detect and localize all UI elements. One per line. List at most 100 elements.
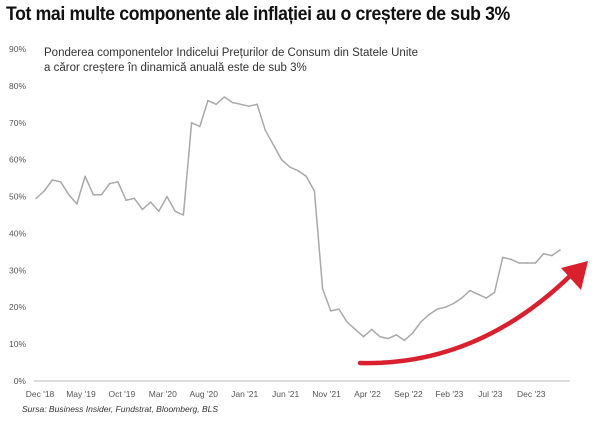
chart-subtitle: Ponderea componentelor Indicelui Prețuri… <box>44 47 418 74</box>
data-point <box>256 103 258 106</box>
data-point <box>272 144 275 146</box>
x-tick-label: Sep '22 <box>394 389 423 399</box>
x-tick-label: Dec '18 <box>26 389 55 399</box>
x-axis-ticks: Dec '18 May '19 Oct '19 Mar '20 Aug '20 Jan '… <box>26 389 546 399</box>
data-point <box>436 308 438 310</box>
y-tick-label: 20% <box>9 302 26 312</box>
source-note: Sursa: Business Insider, Fundstrat, Bloo… <box>22 404 219 414</box>
x-tick-label: Mar '20 <box>149 389 177 399</box>
data-point <box>551 254 553 257</box>
data-point <box>174 210 176 213</box>
data-point <box>59 181 62 183</box>
data-point <box>297 169 299 172</box>
data-point <box>444 306 447 309</box>
y-tick-label: 10% <box>9 339 26 349</box>
data-point <box>125 199 127 202</box>
y-tick-label: 70% <box>9 118 26 128</box>
data-point <box>370 328 373 331</box>
data-point <box>100 193 103 196</box>
data-point <box>329 310 332 312</box>
data-point <box>84 175 86 178</box>
data-point <box>518 262 520 264</box>
data-point <box>264 129 267 131</box>
x-tick-label: Jan '21 <box>231 389 258 399</box>
data-point <box>43 190 45 192</box>
data-point <box>108 182 111 185</box>
data-point <box>559 249 561 251</box>
x-tick-label: Dec '23 <box>517 389 546 399</box>
data-point <box>428 313 430 316</box>
data-point <box>338 308 340 310</box>
x-tick-label: Nov '21 <box>312 389 341 399</box>
data-point <box>485 297 488 299</box>
y-tick-label: 40% <box>9 228 26 238</box>
data-point <box>67 193 70 196</box>
y-tick-label: 80% <box>9 81 26 91</box>
data-point <box>248 105 250 107</box>
x-tick-label: Jul '23 <box>478 389 503 399</box>
data-point <box>526 262 529 264</box>
data-point <box>239 103 242 106</box>
data-point <box>35 197 37 200</box>
data-point <box>76 203 78 205</box>
data-point <box>92 193 95 196</box>
data-point <box>493 291 496 294</box>
data-point <box>379 335 381 338</box>
headline: Tot mai multe componente ale inflației a… <box>6 4 510 25</box>
data-point <box>534 262 537 264</box>
data-point <box>190 121 193 124</box>
y-tick-label: 90% <box>9 44 26 54</box>
data-point <box>313 190 316 192</box>
data-point <box>182 214 185 216</box>
subtitle-line-2: a căror creștere în dinamică anuală este… <box>44 62 307 74</box>
x-tick-label: Oct '19 <box>109 389 136 399</box>
data-point <box>133 197 136 200</box>
data-point <box>354 328 357 331</box>
x-tick-label: May '19 <box>66 389 96 399</box>
data-point <box>223 96 226 98</box>
data-point <box>510 258 512 261</box>
data-point <box>51 179 54 181</box>
trend-arrow-shaft <box>357 271 575 366</box>
data-point <box>141 208 144 211</box>
y-tick-label: 0% <box>14 376 27 386</box>
data-point <box>501 256 504 259</box>
data-point <box>395 334 398 336</box>
data-point <box>542 252 545 255</box>
data-point <box>166 195 168 198</box>
data-point <box>215 103 217 106</box>
data-point <box>117 181 119 183</box>
y-tick-label: 60% <box>9 155 26 165</box>
subtitle-line-1: Ponderea componentelor Indicelui Prețuri… <box>44 47 418 59</box>
data-point <box>207 99 209 102</box>
data-point <box>149 201 152 203</box>
data-point <box>420 321 422 323</box>
data-point <box>280 158 283 161</box>
data-point <box>477 293 479 296</box>
series-points <box>35 96 561 342</box>
data-point <box>158 210 160 213</box>
y-axis-ticks: 0% 10% 20% 30% 40% 50% 60% 70% 80% 90% <box>9 44 26 386</box>
trend-arrow <box>357 261 588 366</box>
data-point <box>289 166 291 168</box>
series-line <box>35 96 561 342</box>
data-point <box>403 339 406 342</box>
data-point <box>231 101 234 104</box>
x-tick-label: Feb '23 <box>435 389 463 399</box>
data-point <box>469 289 471 292</box>
x-tick-label: Apr '22 <box>354 389 381 399</box>
data-point <box>362 335 365 338</box>
y-tick-label: 30% <box>9 265 26 275</box>
data-point <box>346 321 348 323</box>
data-point <box>411 332 414 334</box>
trend-arrow-head <box>561 261 588 290</box>
data-point <box>452 302 455 305</box>
x-tick-label: Jun '21 <box>272 389 299 399</box>
data-point <box>321 287 324 290</box>
y-tick-label: 50% <box>9 192 26 202</box>
x-tick-label: Aug '20 <box>189 389 218 399</box>
data-point <box>387 337 389 340</box>
data-point <box>198 125 201 128</box>
data-point <box>460 297 463 299</box>
